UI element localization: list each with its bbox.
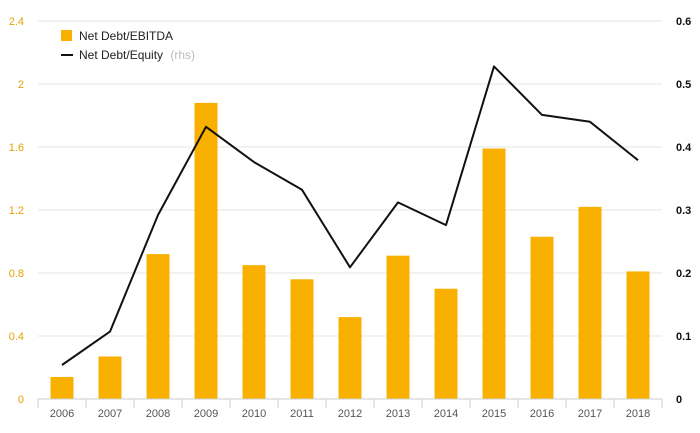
legend-swatch-bar [61,30,72,41]
bar [482,148,506,399]
bar [530,236,554,399]
x-tick-label: 2013 [386,408,410,420]
legend-label-equity-rhs: (rhs) [170,48,195,62]
y-right-tick-label: 0 [676,394,682,406]
bar [50,376,74,399]
x-tick-label: 2017 [578,408,602,420]
y-left-tick-label: 1.6 [9,142,24,154]
y-left-tick-label: 2 [18,79,24,91]
bar [194,102,218,400]
x-tick-label: 2018 [626,408,650,420]
y-right-tick-label: 0.2 [676,268,691,280]
x-tick-label: 2009 [194,408,218,420]
bar [434,288,458,399]
x-tick-label: 2011 [290,408,314,420]
bar [578,206,602,399]
bar [242,265,266,399]
x-tick-label: 2015 [482,408,506,420]
legend: Net Debt/EBITDA Net Debt/Equity (rhs) [61,29,195,62]
y-right-tick-label: 0.3 [676,205,691,217]
gridlines [38,20,662,337]
bar [386,255,410,399]
y-left-tick-label: 0.4 [9,331,24,343]
x-tick-label: 2008 [146,408,170,420]
y-left-tick-label: 0.8 [9,268,24,280]
y-right-tick-label: 0.6 [676,16,691,28]
y-left-tick-label: 0 [18,394,24,406]
equity-line [61,65,639,366]
y-left-tick-label: 2.4 [9,16,24,28]
bar [338,317,362,399]
line-series [61,65,639,366]
x-tick-label: 2006 [50,408,74,420]
axes: 0 0 0.4 0.1 0.8 0.2 1.2 0.3 1.6 0.4 2 0.5 2.4 0.6 2006… [9,16,692,420]
y-right-tick-label: 0.1 [676,331,691,343]
legend-label-equity: Net Debt/Equity (rhs) [79,48,195,62]
bar [290,279,314,399]
legend-label-ebitda: Net Debt/EBITDA [79,29,173,43]
y-right-tick-label: 0.4 [676,142,692,154]
legend-label-equity-main: Net Debt/Equity [79,48,163,62]
bar [98,356,122,399]
x-tick-label: 2016 [530,408,554,420]
x-tick-label: 2010 [242,408,266,420]
x-tick-label: 2007 [98,408,122,420]
bar [146,254,170,399]
y-left-tick-label: 1.2 [9,205,24,217]
x-tick-label: 2014 [434,408,458,420]
y-right-tick-label: 0.5 [676,79,691,91]
x-tick-label: 2012 [338,408,362,420]
bar-series [50,102,650,400]
bar [626,271,650,399]
